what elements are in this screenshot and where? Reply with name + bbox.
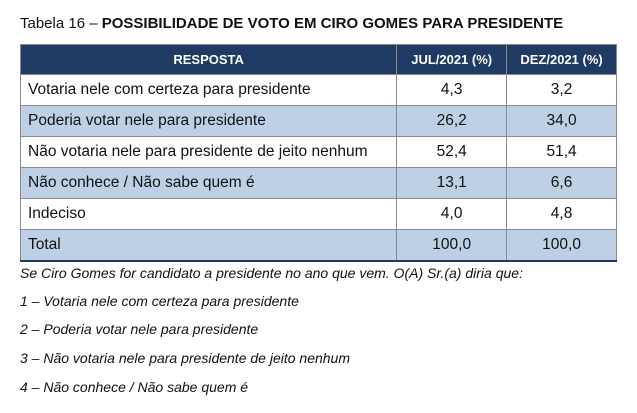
- row-value-dez: 4,8: [506, 198, 617, 230]
- total-value-jul: 100,0: [396, 229, 508, 262]
- table-row: Não votaria nele para presidente de jeit…: [19, 136, 617, 168]
- total-label: Total: [19, 229, 398, 262]
- row-value-dez: 51,4: [506, 136, 617, 168]
- results-table: RESPOSTA JUL/2021 (%) DEZ/2021 (%) Votar…: [19, 44, 617, 262]
- table-row: Indeciso 4,0 4,8: [19, 198, 617, 230]
- row-label: Indeciso: [19, 198, 398, 230]
- row-value-jul: 4,0: [396, 198, 508, 230]
- table-row: Não conhece / Não sabe quem é 13,1 6,6: [19, 167, 617, 199]
- table-header-row: RESPOSTA JUL/2021 (%) DEZ/2021 (%): [19, 44, 617, 75]
- option-note-2: 2 – Poderia votar nele para presidente: [20, 321, 259, 337]
- caption-prefix: Tabela 16 –: [20, 15, 102, 32]
- row-label: Poderia votar nele para presidente: [19, 105, 398, 137]
- row-label: Não votaria nele para presidente de jeit…: [19, 136, 398, 168]
- row-label: Votaria nele com certeza para presidente: [19, 74, 398, 106]
- table-total-row: Total 100,0 100,0: [19, 229, 617, 262]
- row-value-jul: 52,4: [396, 136, 508, 168]
- option-note-4: 4 – Não conhece / Não sabe quem é: [20, 379, 249, 395]
- row-value-dez: 6,6: [506, 167, 617, 199]
- option-note-3: 3 – Não votaria nele para presidente de …: [20, 350, 350, 366]
- caption-title: POSSIBILIDADE DE VOTO EM CIRO GOMES PARA…: [101, 15, 564, 32]
- table-row: Votaria nele com certeza para presidente…: [19, 74, 617, 106]
- table-caption: Tabela 16 – POSSIBILIDADE DE VOTO EM CIR…: [20, 15, 563, 32]
- question-note: Se Ciro Gomes for candidato a presidente…: [20, 265, 523, 281]
- row-value-jul: 26,2: [396, 105, 508, 137]
- row-value-dez: 3,2: [506, 74, 617, 106]
- row-value-dez: 34,0: [506, 105, 617, 137]
- header-dez-2021: DEZ/2021 (%): [506, 44, 617, 75]
- total-value-dez: 100,0: [506, 229, 617, 262]
- row-value-jul: 13,1: [396, 167, 508, 199]
- header-resposta: RESPOSTA: [19, 44, 398, 75]
- option-note-1: 1 – Votaria nele com certeza para presid…: [20, 293, 299, 309]
- table-row: Poderia votar nele para presidente 26,2 …: [19, 105, 617, 137]
- row-label: Não conhece / Não sabe quem é: [19, 167, 398, 199]
- row-value-jul: 4,3: [396, 74, 508, 106]
- header-jul-2021: JUL/2021 (%): [396, 44, 508, 75]
